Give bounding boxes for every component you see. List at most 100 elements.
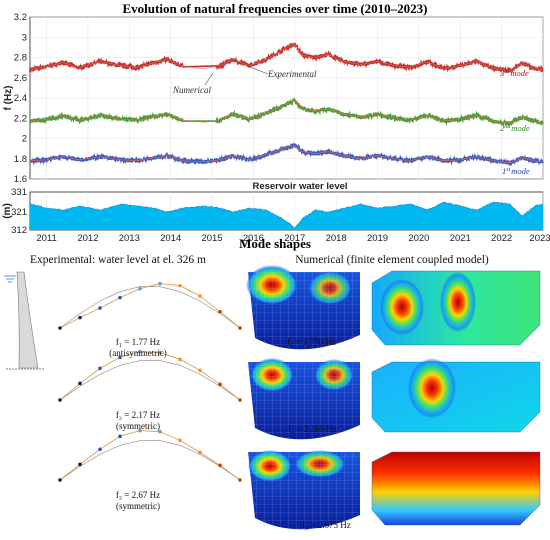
arch-sensor-point [98,366,102,371]
exp-mode1-kind: (antisymmetric) [109,348,166,358]
num-mode3-freq: f₃ = 2.675 Hz [302,520,351,530]
frequency-y-tick-label: 2.2 [14,113,27,124]
arch-sensor-point [158,429,162,434]
mode2-label: 2ndmode [500,123,530,133]
frequency-y-tick-label: 2.4 [14,93,27,104]
x-tick-label: 2012 [77,233,98,244]
x-tick-label: 2018 [326,233,347,244]
water-level-line [29,201,544,229]
frequency-y-tick-label: 2 [22,134,27,145]
arch-sensor-point [158,281,162,286]
frequency-y-tick-label: 1.6 [14,174,27,185]
arch-deformed [59,351,241,401]
frequency-series [29,42,544,167]
frequency-y-ticks: 1.6 1.8 2 2.2 2.4 2.6 2.8 3 3.2 [14,12,27,185]
reservoir-title: Reservoir water level [252,181,347,192]
arch-sensor-point [58,478,62,482]
arch-sensor-point [218,463,222,468]
reservoir-area [29,201,544,230]
x-tick-label: 2020 [408,233,429,244]
num-mode1-freq: f₁ = 1.770 Hz [287,337,336,347]
x-tick-label: 2019 [367,233,388,244]
arch-sensor-point [198,294,202,298]
arch-sensor-point [118,355,122,360]
fe-reservoir-mode2 [371,358,541,433]
reservoir-y-tick-label: 312 [11,225,27,236]
reservoir-y-ticks: 312 321 331 [11,187,27,236]
arch-undeformed [59,360,241,401]
experimental-label: Experimental [267,69,317,79]
reservoir-y-axis-label: (m) [2,203,13,219]
exp-mode2-kind: (symmetric) [116,421,160,431]
x-tick-label: 2011 [36,233,56,244]
arch-sensor-point [238,398,242,402]
arch-sensor-point [178,438,182,443]
arch-sensor-point [138,349,142,354]
experimental-arch-1 [58,281,242,330]
exp-mode1-freq: f₁ = 1.77 Hz [116,337,160,347]
arch-sensor-point [118,434,122,439]
arch-sensor-point [178,357,182,362]
arch-sensor-point [218,309,222,314]
numerical-label: Numerical [172,85,211,95]
series-3 [29,142,544,167]
arch-sensor-point [218,382,222,387]
numerical-series-line [29,145,544,164]
frequency-y-tick-label: 2.8 [14,53,27,64]
numerical-series-line [29,100,544,124]
arch-sensor-point [98,447,102,452]
frequency-grid [30,16,544,180]
frequency-y-tick-label: 1.8 [14,154,27,165]
x-tick-label: 2015 [201,233,222,244]
numerical-series-line [29,43,544,72]
frequency-y-axis-label: f (Hz) [3,86,14,111]
experimental-series-line [29,142,544,167]
water-level-area [30,201,543,230]
x-tick-label: 2017 [284,233,305,244]
experimental-heading: Experimental: water level at el. 326 m [30,254,206,266]
fe-dam-mode3 [248,450,360,530]
frequency-y-tick-label: 3 [22,32,27,43]
arch-sensor-point [78,381,82,386]
x-tick-label: 2022 [491,233,512,244]
arch-sensor-point [238,326,242,330]
exp-mode2-freq: f₂ = 2.17 Hz [116,410,160,420]
x-tick-label: 2013 [119,233,140,244]
numerical-heading: Numerical (finite element coupled model) [295,254,489,266]
mode-shapes-heading: Mode shapes [239,236,311,251]
numerical-annotation: Numerical [172,72,214,95]
arch-sensor-point [58,326,62,330]
experimental-annotation: Experimental [247,65,317,79]
arch-sensor-point [138,286,142,291]
arch-sensor-point [138,428,142,433]
arch-sensor-point [78,315,82,320]
frequency-y-tick-label: 2.6 [14,73,27,84]
arch-undeformed [59,440,241,481]
arch-deformed [59,430,241,481]
reservoir-x-ticks: 2011 2012 2013 2014 2015 2016 2017 2018 2019 2020… [36,233,550,244]
dam-cross-section [4,271,44,370]
experimental-arch-2 [58,349,242,402]
arch-sensor-point [78,462,82,467]
arch-sensor-point [98,306,102,310]
arch-sensor-point [58,398,62,402]
arch-sensor-point [198,368,202,373]
mode3-label: 3rdmode [499,68,529,78]
fe-dam-mode2 [248,358,360,440]
arch-undeformed [59,286,241,329]
x-tick-label: 2014 [160,233,181,244]
arch-deformed [59,283,241,329]
fe-reservoir-mode1 [371,270,541,346]
exp-mode3-kind: (symmetric) [116,501,160,511]
arch-sensor-point [158,350,162,355]
exp-mode3-freq: f₃ = 2.67 Hz [116,490,160,500]
reservoir-y-tick-label: 321 [11,207,27,218]
series-2 [29,97,544,128]
chart-title: Evolution of natural frequencies over ti… [123,1,428,16]
mode1-label: 1stmode [502,166,530,176]
x-tick-label: 2016 [243,233,264,244]
x-tick-label: 2021 [450,233,471,244]
arch-sensor-point [198,450,202,455]
series-1 [29,42,544,74]
